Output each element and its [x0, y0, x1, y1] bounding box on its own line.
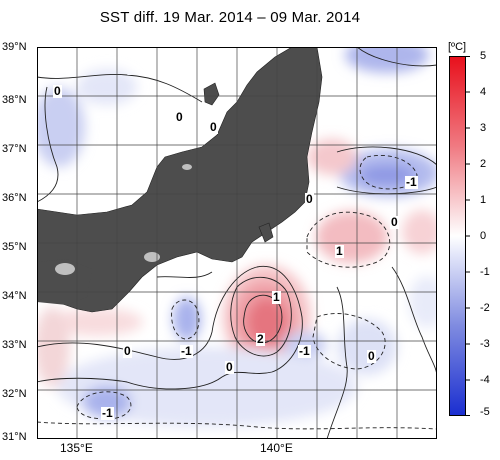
colorbar-label: 3	[480, 122, 487, 134]
colorbar-label: 1	[480, 194, 487, 206]
colorbar-label: -5	[480, 406, 490, 418]
contour-label: -1	[101, 406, 114, 420]
contour-label: 0	[367, 349, 376, 363]
contour-label: 0	[225, 360, 234, 374]
contour-label: 0	[175, 110, 184, 124]
colorbar-label: -4	[480, 374, 490, 386]
lat-label-34: 34°N	[2, 290, 27, 302]
colorbar-label: 0	[480, 230, 487, 242]
lat-label-37: 37°N	[2, 143, 27, 155]
colorbar-label: -1	[480, 266, 490, 278]
lat-label-39: 39°N	[2, 41, 27, 53]
contour-label: 0	[305, 192, 314, 206]
contour-label: -1	[405, 175, 418, 189]
contour-label: -1	[298, 344, 311, 358]
lon-label-140: 140°E	[260, 441, 293, 455]
lat-label-32: 32°N	[2, 388, 27, 400]
contour-label: -1	[180, 344, 193, 358]
colorbar-label: 2	[480, 158, 487, 170]
land-mass	[37, 47, 323, 313]
lat-label-38: 38°N	[2, 94, 27, 106]
map-title: SST diff. 19 Mar. 2014 – 09 Mar. 2014	[99, 9, 361, 26]
contour-label: 1	[335, 244, 344, 258]
colorbar-label: 5	[480, 50, 487, 62]
contour-label: 0	[123, 344, 132, 358]
lat-label-33: 33°N	[2, 339, 27, 351]
anomaly-shading	[37, 47, 437, 427]
contour-label: 0	[209, 120, 218, 134]
colorbar-label: -3	[480, 338, 490, 350]
colorbar	[449, 56, 470, 416]
map-frame	[37, 47, 437, 439]
colorbar-unit: [ºC]	[448, 41, 467, 53]
contour-label: 0	[53, 84, 62, 98]
graticule	[37, 47, 437, 439]
contour-label: 0	[390, 215, 399, 229]
lat-label-36: 36°N	[2, 192, 27, 204]
lakes	[55, 164, 192, 275]
contour-lines	[37, 47, 437, 439]
sst-map	[37, 47, 437, 439]
lat-label-35: 35°N	[2, 241, 27, 253]
colorbar-label: -2	[480, 302, 490, 314]
lat-label-31: 31°N	[2, 431, 27, 443]
contour-label: 2	[256, 332, 265, 346]
lon-label-135: 135°E	[60, 441, 93, 455]
colorbar-label: 4	[480, 86, 487, 98]
contour-label: 1	[272, 290, 281, 304]
